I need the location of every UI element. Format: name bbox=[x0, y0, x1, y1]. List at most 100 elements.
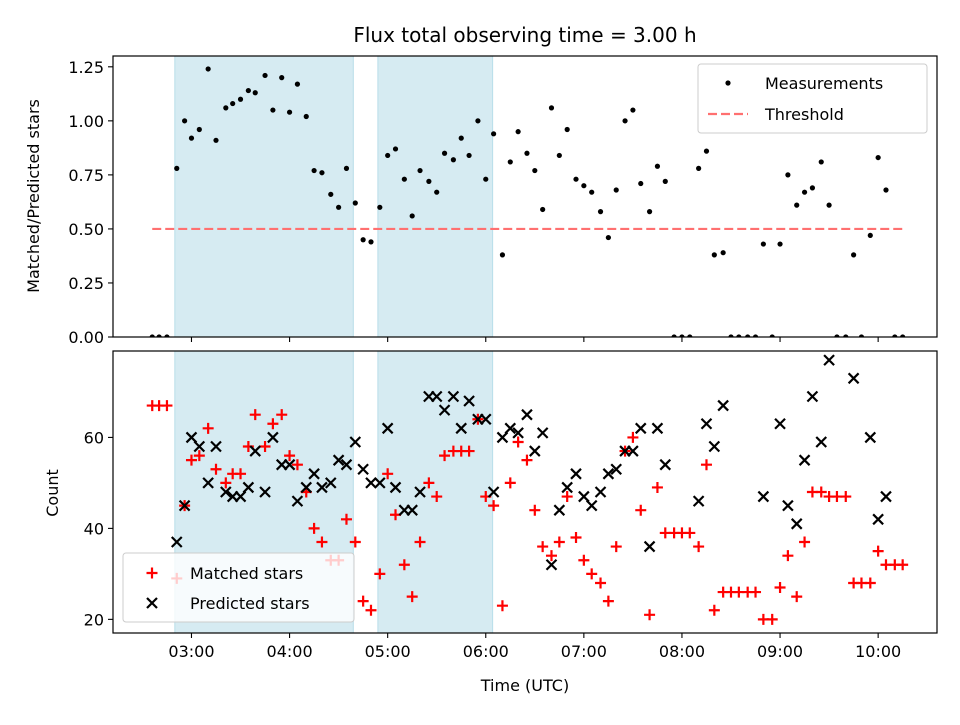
matched-star-marker-88 bbox=[864, 577, 876, 589]
matched-star-marker-18 bbox=[291, 459, 303, 471]
measurement-point-92 bbox=[900, 334, 906, 337]
predicted-star-marker-58 bbox=[643, 540, 656, 553]
measurement-point-56 bbox=[605, 234, 611, 241]
predicted-star-marker-40 bbox=[496, 431, 509, 444]
matched-star-marker-80 bbox=[799, 536, 811, 548]
matched-star-marker-69 bbox=[708, 604, 720, 616]
matched-star-marker-66 bbox=[684, 527, 696, 539]
matched-star-marker-45 bbox=[512, 436, 524, 448]
matched-star-marker-32 bbox=[406, 591, 418, 603]
top-ytick-label-0: 0.00 bbox=[68, 328, 104, 347]
top-ytick-label-3: 0.75 bbox=[68, 166, 104, 185]
matched-star-marker-55 bbox=[595, 577, 607, 589]
matched-star-marker-16 bbox=[276, 409, 288, 421]
predicted-star-marker-34 bbox=[447, 390, 460, 403]
matched-star-marker-13 bbox=[249, 409, 261, 421]
measurement-point-3 bbox=[174, 165, 180, 171]
predicted-star-marker-41 bbox=[504, 422, 517, 435]
legend-measurements-label: Measurements bbox=[765, 74, 883, 93]
measurement-point-48 bbox=[540, 206, 546, 213]
top-ytick-label-5: 1.25 bbox=[68, 58, 104, 77]
matched-star-marker-59 bbox=[627, 431, 639, 443]
predicted-star-marker-44 bbox=[529, 445, 541, 457]
measurement-point-80 bbox=[801, 189, 808, 195]
predicted-star-marker-70 bbox=[806, 390, 819, 403]
matched-star-marker-27 bbox=[365, 604, 377, 616]
matched-star-marker-8 bbox=[210, 463, 222, 475]
bottom-axes-frame bbox=[112, 350, 938, 634]
matched-star-marker-39 bbox=[463, 445, 475, 457]
xtick-label-2: 05:00 bbox=[365, 642, 411, 661]
measurement-point-1 bbox=[156, 334, 162, 337]
predicted-star-marker-69 bbox=[798, 454, 811, 466]
bottom-ytick-label-1: 40 bbox=[84, 519, 104, 538]
predicted-star-marker-5 bbox=[210, 440, 222, 453]
measurement-point-27 bbox=[368, 239, 374, 245]
measurement-point-76 bbox=[769, 334, 775, 337]
predicted-star-marker-32 bbox=[430, 390, 443, 403]
matched-star-marker-6 bbox=[193, 450, 205, 462]
measurement-point-91 bbox=[892, 334, 898, 337]
xtick-label-0: 03:00 bbox=[168, 642, 214, 661]
measurement-point-39 bbox=[466, 152, 472, 159]
matched-star-marker-33 bbox=[414, 536, 426, 548]
predicted-star-marker-54 bbox=[610, 463, 623, 476]
predicted-star-marker-2 bbox=[185, 431, 198, 444]
measurement-point-14 bbox=[262, 72, 268, 79]
measurement-point-90 bbox=[883, 187, 889, 193]
matched-star-marker-26 bbox=[357, 595, 369, 607]
measurement-point-5 bbox=[188, 135, 195, 141]
matched-star-marker-60 bbox=[635, 504, 647, 516]
predicted-star-marker-14 bbox=[283, 458, 296, 471]
predicted-star-marker-23 bbox=[357, 463, 369, 476]
predicted-star-marker-27 bbox=[389, 481, 402, 494]
predicted-star-marker-36 bbox=[463, 395, 475, 407]
measurement-point-23 bbox=[336, 204, 342, 210]
matched-star-marker-47 bbox=[529, 504, 541, 516]
matched-star-marker-61 bbox=[644, 609, 656, 621]
measurement-point-64 bbox=[671, 334, 677, 337]
matched-star-marker-85 bbox=[840, 491, 852, 503]
bottom-y-axis-label: Count bbox=[43, 469, 62, 517]
matched-star-marker-42 bbox=[488, 500, 500, 512]
legend-predicted-marker bbox=[146, 597, 158, 609]
measurement-point-40 bbox=[475, 118, 481, 124]
measurement-point-84 bbox=[834, 334, 840, 337]
matched-star-marker-46 bbox=[521, 454, 533, 466]
top-ytick-label-2: 0.50 bbox=[68, 220, 104, 239]
predicted-star-marker-66 bbox=[774, 417, 786, 430]
measurement-point-20 bbox=[311, 167, 317, 174]
predicted-star-marker-15 bbox=[291, 495, 304, 507]
predicted-star-marker-3 bbox=[193, 440, 206, 453]
measurement-point-72 bbox=[736, 334, 742, 337]
measurement-point-49 bbox=[548, 105, 555, 111]
xtick-label-7: 10:00 bbox=[855, 642, 901, 661]
predicted-star-marker-30 bbox=[414, 486, 426, 498]
legend-matched-label: Matched stars bbox=[190, 564, 303, 583]
matched-star-marker-24 bbox=[340, 513, 352, 525]
top-shaded-interval-0 bbox=[174, 55, 354, 338]
predicted-star-marker-68 bbox=[790, 518, 803, 530]
measurement-point-10 bbox=[230, 100, 236, 107]
measurement-point-59 bbox=[630, 107, 636, 113]
matched-star-marker-82 bbox=[815, 486, 827, 498]
measurement-point-85 bbox=[843, 334, 849, 337]
predicted-star-marker-52 bbox=[594, 486, 607, 498]
measurement-point-51 bbox=[564, 126, 570, 133]
matched-star-marker-43 bbox=[496, 600, 508, 612]
matched-star-marker-76 bbox=[766, 613, 778, 625]
predicted-star-marker-4 bbox=[202, 477, 214, 489]
predicted-star-marker-76 bbox=[880, 490, 892, 503]
measurement-point-54 bbox=[589, 189, 595, 195]
measurement-point-28 bbox=[377, 204, 383, 210]
matched-star-marker-57 bbox=[610, 541, 622, 553]
measurement-point-16 bbox=[279, 75, 285, 81]
measurement-point-82 bbox=[818, 159, 824, 165]
measurement-point-44 bbox=[507, 159, 513, 165]
predicted-star-marker-0 bbox=[170, 536, 183, 548]
predicted-star-marker-42 bbox=[512, 427, 524, 439]
measurement-point-79 bbox=[794, 202, 800, 208]
predicted-star-marker-67 bbox=[782, 499, 794, 512]
xtick-label-4: 07:00 bbox=[561, 642, 607, 661]
